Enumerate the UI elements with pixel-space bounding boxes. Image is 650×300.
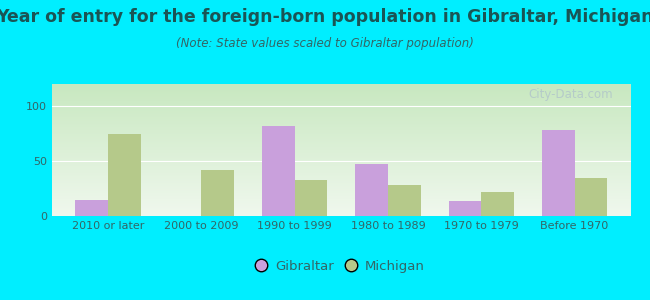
- Bar: [542, 130, 575, 216]
- Bar: [262, 126, 294, 216]
- Text: City-Data.com: City-Data.com: [528, 88, 613, 101]
- Legend: Gibraltar, Michigan: Gibraltar, Michigan: [253, 254, 430, 278]
- Bar: [448, 201, 481, 216]
- Bar: [202, 170, 234, 216]
- Bar: [575, 178, 607, 216]
- Bar: [388, 185, 421, 216]
- Text: (Note: State values scaled to Gibraltar population): (Note: State values scaled to Gibraltar …: [176, 38, 474, 50]
- Bar: [294, 180, 327, 216]
- Bar: [356, 164, 388, 216]
- Bar: [481, 192, 514, 216]
- Bar: [108, 134, 140, 216]
- Text: Year of entry for the foreign-born population in Gibraltar, Michigan: Year of entry for the foreign-born popul…: [0, 8, 650, 26]
- Bar: [75, 200, 108, 216]
